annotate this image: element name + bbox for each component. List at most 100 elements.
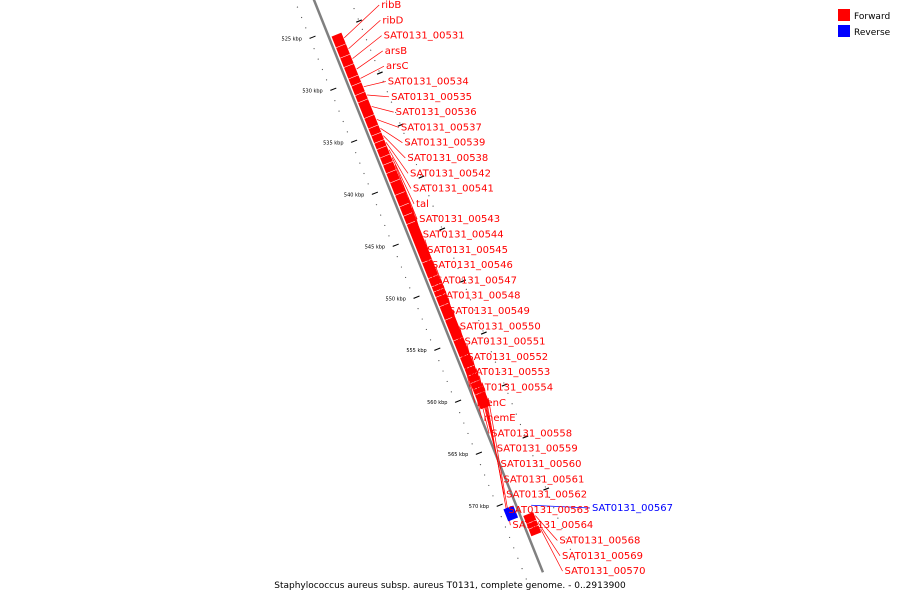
scale-tick-mark <box>460 279 467 283</box>
ruler-dot <box>507 392 509 394</box>
ruler-dot <box>519 423 522 426</box>
ruler-dot <box>521 568 523 570</box>
leader-SAT0131_00535 <box>367 94 390 98</box>
ruler-dot <box>388 235 390 237</box>
gene-SAT0131_00564 <box>475 391 491 410</box>
leader-tal <box>391 157 415 205</box>
gene-SAT0131_00570 <box>528 525 542 537</box>
genome-backbone <box>312 0 545 573</box>
scale-tick-mark <box>392 243 399 247</box>
ruler-dot <box>403 132 405 134</box>
ruler-dot <box>459 412 461 414</box>
ruler-dot <box>301 16 303 19</box>
ruler-dot <box>378 70 380 72</box>
gene-label-arsC: arsC <box>386 61 408 72</box>
ruler-dot <box>532 455 534 457</box>
ruler-dot <box>424 184 426 186</box>
scale-tick-mark <box>434 347 441 351</box>
gene-label-SAT0131_00558: SAT0131_00558 <box>491 428 572 439</box>
ruler-dot <box>346 131 348 133</box>
leader-SAT0131_00539 <box>380 128 403 143</box>
ruler-dot <box>561 527 563 530</box>
ruler-dot <box>305 27 307 29</box>
ruler-dot <box>444 236 447 238</box>
gene-SAT0131_00544 <box>386 169 400 183</box>
ruler-dot <box>317 58 319 60</box>
gene-label-SAT0131_00563: SAT0131_00563 <box>508 505 589 516</box>
ruler-dot <box>553 507 555 509</box>
leader-SAT0131_00534 <box>363 81 386 88</box>
gene-label-ribD: ribD <box>382 15 403 26</box>
ruler-dot <box>494 361 497 363</box>
ruler-dot <box>342 120 344 123</box>
scale-tick-mark <box>522 435 529 439</box>
gene-SAT0131_00569 <box>526 520 539 529</box>
ruler-dot <box>548 496 551 498</box>
ruler-dot <box>411 153 413 155</box>
legend-reverse-swatch <box>838 25 850 37</box>
ruler-dot <box>399 122 401 124</box>
ruler-dot <box>384 224 386 227</box>
scale-tick-mark <box>372 191 379 195</box>
leader-SAT0131_00564 <box>487 398 511 526</box>
scale-tick-mark <box>439 227 446 231</box>
ruler-dot <box>557 517 559 519</box>
ruler-dot <box>488 484 490 487</box>
leader-arsC <box>360 65 385 79</box>
gene-label-SAT0131_00554: SAT0131_00554 <box>472 383 553 394</box>
ruler-dot <box>465 288 467 290</box>
ruler-dot <box>463 422 465 424</box>
scale-tick-mark <box>413 295 420 299</box>
gene-label-SAT0131_00550: SAT0131_00550 <box>460 321 541 332</box>
ruler-dot <box>490 351 492 353</box>
scale-tick-mark <box>351 139 358 143</box>
gene-SAT0131_00568 <box>523 512 537 524</box>
gene-label-memE: memE <box>484 413 516 424</box>
ruler-dot <box>375 204 378 206</box>
ruler-dot <box>359 162 361 164</box>
scale-tick-mark <box>496 503 503 507</box>
ruler-dot <box>503 382 505 384</box>
gene-label-SAT0131_00567: SAT0131_00567 <box>592 503 673 514</box>
gene-SAT0131_00560 <box>464 365 478 377</box>
ruler-dot <box>432 205 434 207</box>
ruler-dot <box>469 299 472 301</box>
ruler-dot <box>500 516 502 518</box>
gene-memE <box>445 316 464 341</box>
ruler-dot <box>370 49 372 51</box>
scale-tick-label: 555 kbp <box>406 348 426 354</box>
gene-SAT0131_00548 <box>403 212 417 225</box>
ruler-dot <box>544 486 546 488</box>
ruler-dot <box>492 495 494 497</box>
gene-SAT0131_00551 <box>428 274 442 287</box>
ruler-dot <box>363 172 365 175</box>
ruler-dot <box>396 256 398 258</box>
ruler-dot <box>395 111 397 114</box>
scale-tick-label: 535 kbp <box>323 140 343 146</box>
gene-label-SAT0131_00542: SAT0131_00542 <box>410 168 491 179</box>
scale-tick-label: 525 kbp <box>282 36 302 42</box>
gene-tal <box>380 154 393 166</box>
ruler-dot <box>499 371 501 374</box>
gene-SAT0131_00558 <box>453 337 470 358</box>
ruler-dot <box>334 100 336 102</box>
ruler-dot <box>513 547 515 549</box>
ruler-dot <box>446 380 448 383</box>
gene-SAT0131_00549 <box>406 220 432 263</box>
gene-SAT0131_00542 <box>374 139 387 150</box>
ruler-dot <box>425 328 427 331</box>
leader-SAT0131_00536 <box>371 106 394 113</box>
gene-SAT0131_00547 <box>399 203 414 216</box>
gene-SAT0131_00537 <box>364 114 379 129</box>
gene-label-SAT0131_00537: SAT0131_00537 <box>401 122 482 133</box>
gene-SAT0131_00539 <box>368 125 382 136</box>
scale-tick-mark <box>376 71 383 75</box>
gene-label-SAT0131_00545: SAT0131_00545 <box>427 245 508 256</box>
scale-tick-mark <box>356 19 363 23</box>
ruler-dot <box>380 214 382 216</box>
gene-label-SAT0131_00549: SAT0131_00549 <box>449 306 530 317</box>
scale-tick-mark <box>476 451 483 455</box>
gene-label-SAT0131_00535: SAT0131_00535 <box>391 92 472 103</box>
gene-SAT0131_00543 <box>383 161 397 174</box>
scale-tick-label: 540 kbp <box>344 192 364 198</box>
